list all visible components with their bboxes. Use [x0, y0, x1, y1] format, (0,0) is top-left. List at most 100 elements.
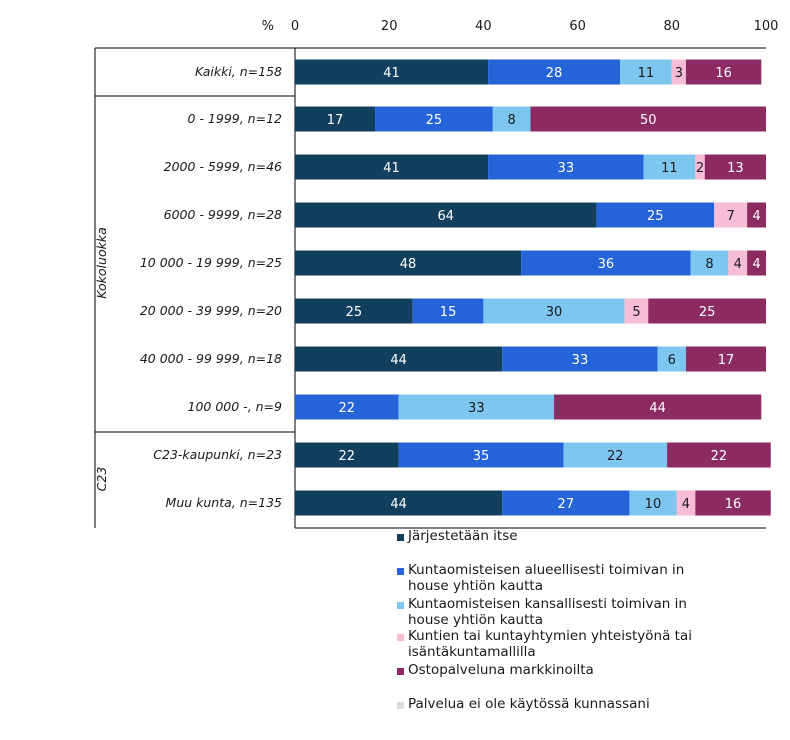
legend-swatch [397, 668, 404, 675]
bar-value-label: 22 [607, 449, 624, 464]
group-label: C23 [94, 467, 109, 492]
legend-label: isäntäkuntamallilla [408, 644, 536, 660]
bar-value-label: 11 [638, 66, 655, 81]
bar-segment [502, 346, 658, 372]
bar-segment [488, 154, 644, 180]
bar-value-label: 48 [400, 257, 417, 272]
legend-swatch [397, 634, 404, 641]
bar-value-label: 15 [440, 305, 457, 320]
row-label: 2000 - 5999, n=46 [164, 159, 282, 174]
bar-value-label: 4 [752, 257, 760, 272]
bar-segment [695, 154, 705, 180]
bar-value-label: 25 [426, 113, 443, 128]
x-tick-label: 80 [664, 19, 681, 34]
bar-segment [747, 250, 766, 276]
bar-segment [295, 250, 522, 276]
legend-swatch [397, 602, 404, 609]
bar-value-label: 50 [640, 113, 657, 128]
legend-label: house yhtiön kautta [408, 578, 543, 594]
bar-value-label: 10 [645, 497, 662, 512]
x-tick-label: 60 [569, 19, 586, 34]
bar-value-label: 4 [752, 209, 760, 224]
bar-segment [667, 442, 771, 468]
bar-segment [728, 250, 748, 276]
legend-label: Kuntaomisteisen alueellisesti toimivan i… [408, 562, 684, 578]
bar-value-label: 25 [346, 305, 363, 320]
bar-value-label: 8 [508, 113, 516, 128]
bar-segment [492, 106, 531, 132]
bar-segment [398, 394, 555, 420]
bar-segment [488, 59, 620, 85]
bar-segment [643, 154, 696, 180]
x-tick-label: 20 [381, 19, 398, 34]
bar-segment [295, 154, 489, 180]
bar-value-label: 33 [572, 353, 589, 368]
legend-label: house yhtiön kautta [408, 612, 543, 628]
bar-segment [671, 59, 686, 85]
bar-value-label: 5 [632, 305, 640, 320]
bar-value-label: 44 [390, 353, 407, 368]
bar-segment [619, 59, 672, 85]
bar-value-label: 22 [711, 449, 728, 464]
bar-value-label: 17 [327, 113, 344, 128]
bar-segment [295, 442, 399, 468]
bar-value-label: 41 [383, 66, 400, 81]
bar-value-label: 22 [339, 449, 356, 464]
bar-segment [676, 490, 696, 516]
bar-segment [695, 490, 771, 516]
bar-segment [502, 490, 630, 516]
bar-segment [747, 202, 766, 228]
bar-value-label: 16 [715, 66, 732, 81]
bar-value-label: 2 [696, 161, 704, 176]
bar-value-label: 13 [727, 161, 744, 176]
x-tick-label: 40 [475, 19, 492, 34]
row-label: Muu kunta, n=135 [166, 495, 282, 510]
row-label: 10 000 - 19 999, n=25 [140, 255, 282, 270]
group-label: Kokoluokka [94, 227, 109, 298]
bar-value-label: 25 [699, 305, 716, 320]
bar-value-label: 3 [675, 66, 683, 81]
bar-segment [295, 490, 503, 516]
x-tick-label: 0 [291, 19, 299, 34]
bar-value-label: 36 [598, 257, 615, 272]
bar-value-label: 28 [546, 66, 563, 81]
legend-label: Ostopalveluna markkinoilta [408, 662, 594, 678]
legend-label: Järjestetään itse [407, 528, 518, 544]
bar-segment [685, 346, 766, 372]
bar-value-label: 30 [546, 305, 563, 320]
bar-segment [563, 442, 668, 468]
bar-value-label: 41 [383, 161, 400, 176]
bar-segment [295, 346, 503, 372]
bar-segment [295, 298, 413, 324]
bar-segment [690, 250, 729, 276]
legend-swatch [397, 568, 404, 575]
bar-segment [648, 298, 766, 324]
row-label: C23-kaupunki, n=23 [153, 447, 282, 462]
bar-value-label: 33 [468, 401, 485, 416]
bar-segment [685, 59, 762, 85]
bar-segment [596, 202, 715, 228]
legend-label: Kuntaomisteisen kansallisesti toimivan i… [408, 596, 687, 612]
bar-segment [295, 106, 376, 132]
bar-value-label: 25 [647, 209, 664, 224]
bar-value-label: 16 [725, 497, 742, 512]
bar-value-label: 11 [661, 161, 678, 176]
axis-unit-label: % [262, 19, 274, 34]
bar-segment [554, 394, 762, 420]
bar-segment [295, 202, 597, 228]
row-label: 20 000 - 39 999, n=20 [140, 303, 282, 318]
bar-value-label: 8 [705, 257, 713, 272]
bar-value-label: 6 [668, 353, 676, 368]
bar-segment [704, 154, 766, 180]
legend-label: Kuntien tai kuntayhtymien yhteistyönä ta… [408, 628, 692, 644]
row-label: 0 - 1999, n=12 [188, 111, 283, 126]
bar-segment [295, 394, 399, 420]
bar-segment [398, 442, 564, 468]
legend-label: Palvelua ei ole käytössä kunnassani [408, 696, 650, 712]
bar-value-label: 35 [473, 449, 490, 464]
bar-value-label: 7 [727, 209, 735, 224]
legend-swatch [397, 534, 404, 541]
row-label: Kaikki, n=158 [195, 64, 282, 79]
